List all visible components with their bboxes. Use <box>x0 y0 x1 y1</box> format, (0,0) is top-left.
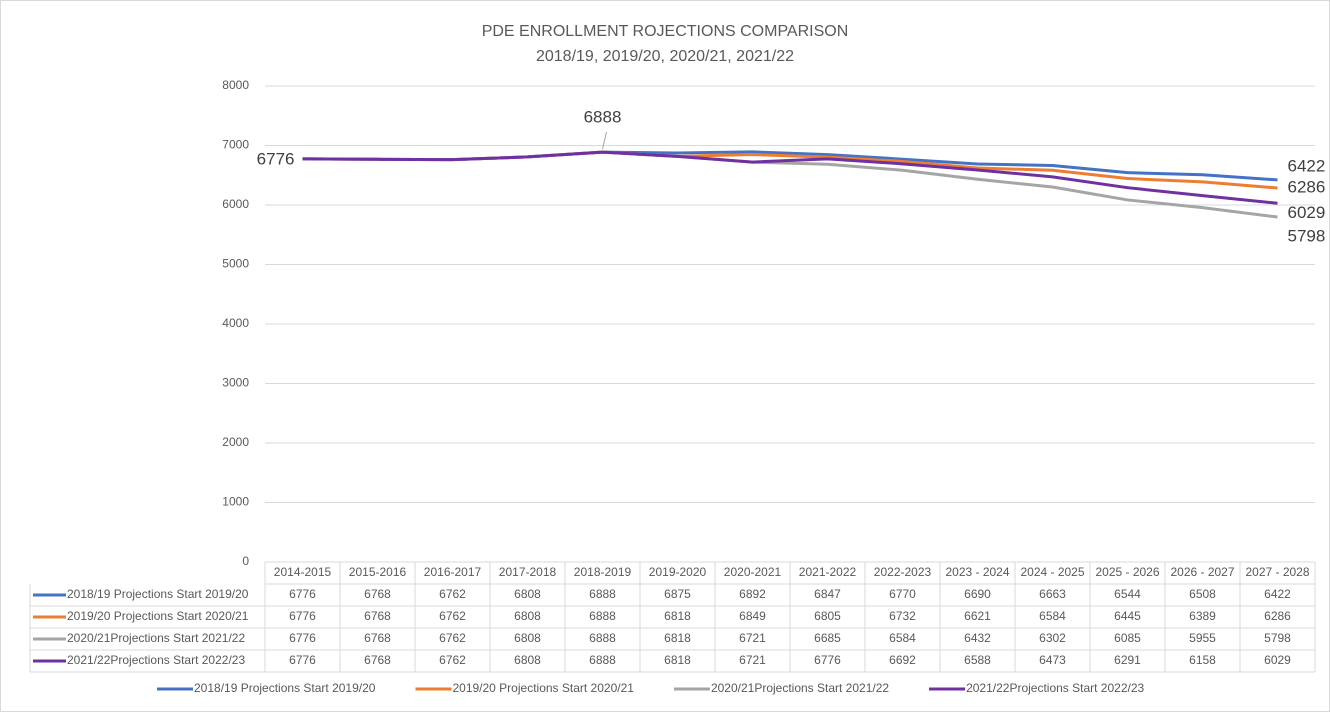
x-tick-label: 2022-2023 <box>874 565 932 579</box>
table-cell: 6849 <box>739 609 766 623</box>
table-cell: 6888 <box>589 609 616 623</box>
table-cell: 6732 <box>889 609 916 623</box>
y-tick-label: 8000 <box>222 78 249 92</box>
table-cell: 6445 <box>1114 609 1141 623</box>
table-cell: 6291 <box>1114 653 1141 667</box>
table-cell: 6762 <box>439 653 466 667</box>
table-cell: 6584 <box>889 631 916 645</box>
table-cell: 6690 <box>964 587 991 601</box>
y-tick-label: 0 <box>242 554 249 568</box>
table-cell: 6776 <box>289 631 316 645</box>
y-tick-label: 3000 <box>222 376 249 390</box>
table-cell: 6808 <box>514 631 541 645</box>
y-tick-label: 4000 <box>222 316 249 330</box>
table-cell: 6818 <box>664 653 691 667</box>
x-tick-label: 2027 - 2028 <box>1245 565 1309 579</box>
table-cell: 6389 <box>1189 609 1216 623</box>
table-cell: 6847 <box>814 587 841 601</box>
table-cell: 6762 <box>439 631 466 645</box>
table-cell: 6776 <box>814 653 841 667</box>
table-cell: 6776 <box>289 653 316 667</box>
table-cell: 6685 <box>814 631 841 645</box>
table-cell: 6888 <box>589 587 616 601</box>
table-cell: 6768 <box>364 587 391 601</box>
table-series-name: 2021/22Projections Start 2022/23 <box>67 653 245 667</box>
table-cell: 6888 <box>589 653 616 667</box>
table-cell: 6768 <box>364 653 391 667</box>
table-cell: 6584 <box>1039 609 1066 623</box>
table-cell: 6892 <box>739 587 766 601</box>
table-cell: 6808 <box>514 587 541 601</box>
table-cell: 6818 <box>664 631 691 645</box>
table-cell: 6808 <box>514 653 541 667</box>
x-tick-label: 2025 - 2026 <box>1095 565 1159 579</box>
table-cell: 6762 <box>439 587 466 601</box>
y-tick-label: 5000 <box>222 257 249 271</box>
table-cell: 6776 <box>289 587 316 601</box>
table-cell: 6888 <box>589 631 616 645</box>
table-cell: 6085 <box>1114 631 1141 645</box>
x-tick-label: 2017-2018 <box>499 565 557 579</box>
table-cell: 6544 <box>1114 587 1141 601</box>
legend-label: 2019/20 Projections Start 2020/21 <box>452 681 634 695</box>
y-tick-label: 6000 <box>222 197 249 211</box>
table-cell: 6770 <box>889 587 916 601</box>
legend-label: 2021/22Projections Start 2022/23 <box>966 681 1144 695</box>
data-label: 5798 <box>1288 227 1326 246</box>
table-cell: 6768 <box>364 609 391 623</box>
table-cell: 6721 <box>739 631 766 645</box>
table-cell: 6302 <box>1039 631 1066 645</box>
y-tick-label: 2000 <box>222 435 249 449</box>
x-tick-label: 2015-2016 <box>349 565 407 579</box>
table-cell: 6721 <box>739 653 766 667</box>
table-cell: 5798 <box>1264 631 1291 645</box>
x-tick-label: 2020-2021 <box>724 565 782 579</box>
chart-subtitle: 2018/19, 2019/20, 2020/21, 2021/22 <box>536 48 794 65</box>
table-cell: 6432 <box>964 631 991 645</box>
chart-title: PDE ENROLLMENT ROJECTIONS COMPARISON <box>482 23 849 40</box>
table-cell: 6663 <box>1039 587 1066 601</box>
x-tick-label: 2021-2022 <box>799 565 857 579</box>
table-cell: 6776 <box>289 609 316 623</box>
data-label: 6776 <box>257 149 295 168</box>
table-cell: 6286 <box>1264 609 1291 623</box>
table-cell: 5955 <box>1189 631 1216 645</box>
data-label: 6422 <box>1288 156 1326 175</box>
table-cell: 6768 <box>364 631 391 645</box>
x-tick-label: 2024 - 2025 <box>1020 565 1084 579</box>
table-cell: 6762 <box>439 609 466 623</box>
table-cell: 6818 <box>664 609 691 623</box>
legend-label: 2018/19 Projections Start 2019/20 <box>194 681 376 695</box>
leader-line <box>602 131 607 150</box>
table-series-name: 2018/19 Projections Start 2019/20 <box>67 587 249 601</box>
series-line <box>302 150 1278 205</box>
data-label: 6029 <box>1288 203 1326 222</box>
table-cell: 6621 <box>964 609 991 623</box>
table-series-name: 2020/21Projections Start 2021/22 <box>67 631 245 645</box>
legend-label: 2020/21Projections Start 2021/22 <box>711 681 889 695</box>
y-tick-label: 1000 <box>222 495 249 509</box>
x-tick-label: 2026 - 2027 <box>1170 565 1234 579</box>
x-tick-label: 2023 - 2024 <box>945 565 1009 579</box>
table-cell: 6808 <box>514 609 541 623</box>
table-cell: 6473 <box>1039 653 1066 667</box>
table-cell: 6588 <box>964 653 991 667</box>
table-cell: 6422 <box>1264 587 1291 601</box>
data-label: 6888 <box>584 107 622 126</box>
table-cell: 6158 <box>1189 653 1216 667</box>
table-cell: 6875 <box>664 587 691 601</box>
table-cell: 6029 <box>1264 653 1291 667</box>
data-label: 6286 <box>1288 177 1326 196</box>
table-cell: 6805 <box>814 609 841 623</box>
table-cell: 6692 <box>889 653 916 667</box>
y-tick-label: 7000 <box>222 138 249 152</box>
table-cell: 6508 <box>1189 587 1216 601</box>
x-tick-label: 2019-2020 <box>649 565 707 579</box>
x-tick-label: 2016-2017 <box>424 565 482 579</box>
x-tick-label: 2018-2019 <box>574 565 632 579</box>
x-tick-label: 2014-2015 <box>274 565 332 579</box>
table-series-name: 2019/20 Projections Start 2020/21 <box>67 609 249 623</box>
